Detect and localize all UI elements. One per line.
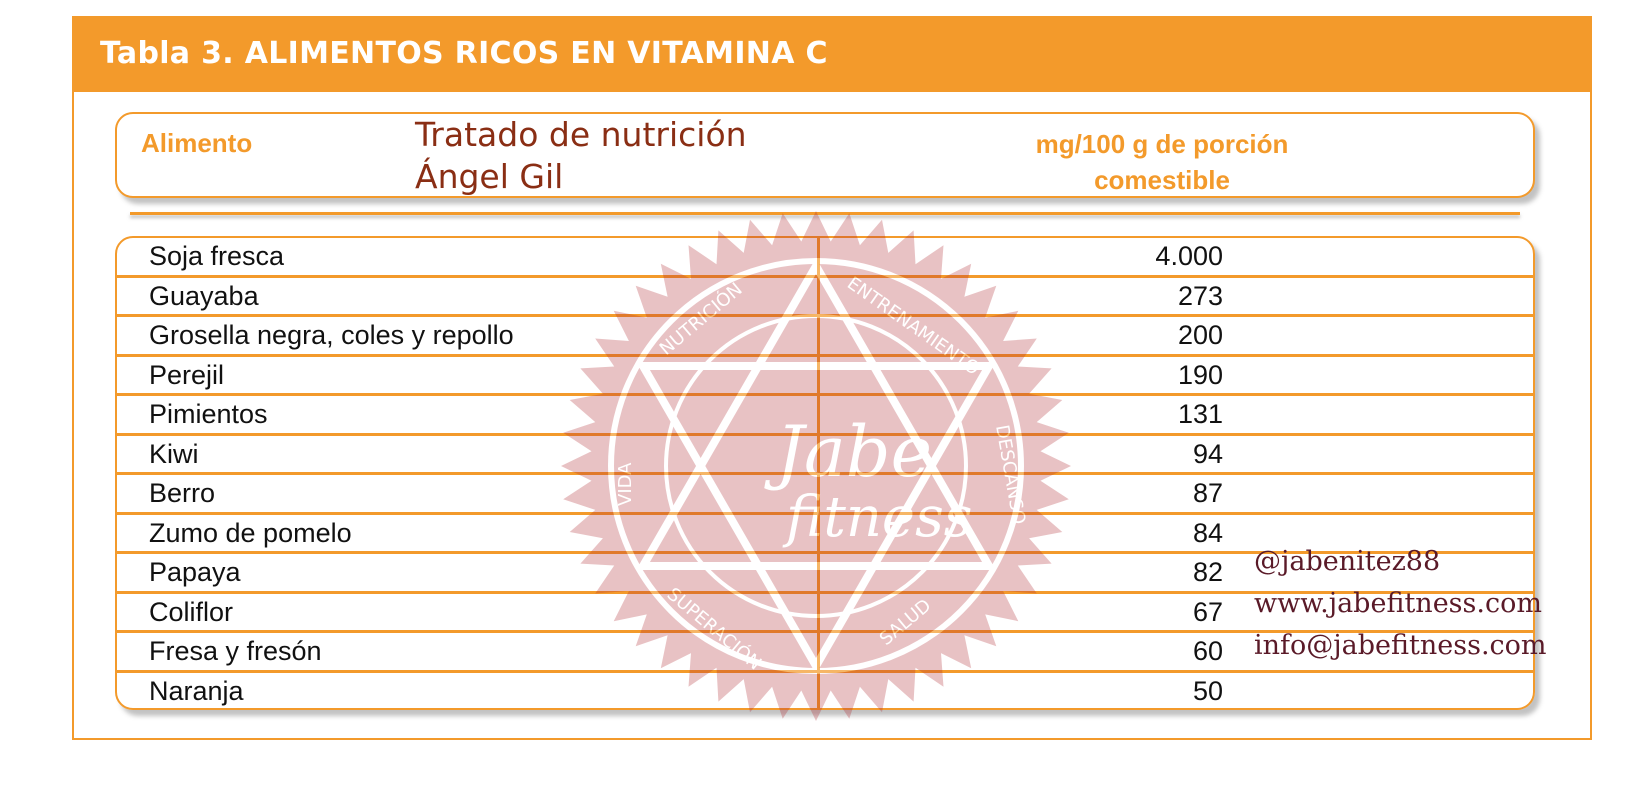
- table-row: Pimientos 131: [117, 396, 1533, 436]
- vitamin-c-value: 60: [1192, 636, 1223, 666]
- table-row: Naranja 50: [117, 673, 1533, 709]
- table-row: Kiwi 94: [117, 436, 1533, 475]
- food-name: Grosella negra, coles y repollo: [149, 320, 514, 350]
- vitamin-c-value: 82: [1192, 557, 1223, 587]
- food-name: Perejil: [149, 359, 225, 390]
- table-row: Zumo de pomelo 84: [117, 515, 1533, 554]
- column-header-value-line2: comestible: [1094, 165, 1230, 195]
- vitamin-c-value: 190: [1177, 359, 1223, 390]
- table-row: Papaya 82: [117, 554, 1533, 594]
- table-title: Tabla 3. ALIMENTOS RICOS EN VITAMINA C: [100, 36, 828, 71]
- food-name: Naranja: [149, 675, 244, 706]
- table-row: Soja fresca 4.000: [117, 238, 1533, 278]
- food-name: Soja fresca: [149, 241, 285, 271]
- vitamin-c-value: 200: [1177, 320, 1223, 350]
- table-row: Perejil 190: [117, 357, 1533, 396]
- table-row: Guayaba 273: [117, 278, 1533, 317]
- source-citation: Tratado de nutrición Ángel Gil: [415, 114, 747, 198]
- column-header-value-line1: mg/100 g de porción: [1035, 129, 1289, 159]
- food-name: Guayaba: [149, 280, 259, 311]
- food-name: Coliflor: [149, 596, 234, 627]
- column-header-food: Alimento: [141, 128, 253, 158]
- food-name: Pimientos: [149, 399, 268, 429]
- contact-handle: @jabenitez88: [1254, 546, 1441, 577]
- vitamin-c-value: 131: [1177, 399, 1223, 429]
- vitamin-c-value: 84: [1192, 517, 1223, 548]
- table-row: Grosella negra, coles y repollo 200: [117, 317, 1533, 357]
- food-name: Zumo de pomelo: [149, 517, 352, 548]
- vitamin-c-value: 273: [1177, 280, 1223, 311]
- vitamin-c-value: 94: [1192, 438, 1223, 469]
- food-name: Kiwi: [149, 438, 199, 469]
- source-author: Ángel Gil: [415, 157, 564, 196]
- vitamin-c-value: 50: [1192, 675, 1223, 706]
- table-row: Fresa y fresón 60: [117, 633, 1533, 673]
- food-name: Fresa y fresón: [149, 636, 322, 666]
- vitamin-c-value: 67: [1192, 596, 1223, 627]
- data-table: Soja fresca 4.000 Guayaba 273 Grosella negra…: [115, 236, 1535, 710]
- table-row: Coliflor 67: [117, 594, 1533, 633]
- food-name: Papaya: [149, 557, 241, 587]
- column-header-value: mg/100 g de porción comestible: [962, 126, 1362, 198]
- food-name: Berro: [149, 478, 216, 508]
- table-row: Berro 87: [117, 475, 1533, 515]
- source-title: Tratado de nutrición: [415, 115, 747, 154]
- title-bar: Tabla 3. ALIMENTOS RICOS EN VITAMINA C: [72, 16, 1592, 92]
- vitamin-c-value: 87: [1192, 478, 1223, 508]
- contact-email[interactable]: info@jabefitness.com: [1254, 630, 1547, 661]
- vitamin-c-value: 4.000: [1155, 241, 1223, 271]
- contact-website[interactable]: www.jabefitness.com: [1254, 588, 1542, 619]
- column-header-box: Alimento Tratado de nutrición Ángel Gil …: [115, 112, 1535, 198]
- header-separator: [130, 212, 1520, 215]
